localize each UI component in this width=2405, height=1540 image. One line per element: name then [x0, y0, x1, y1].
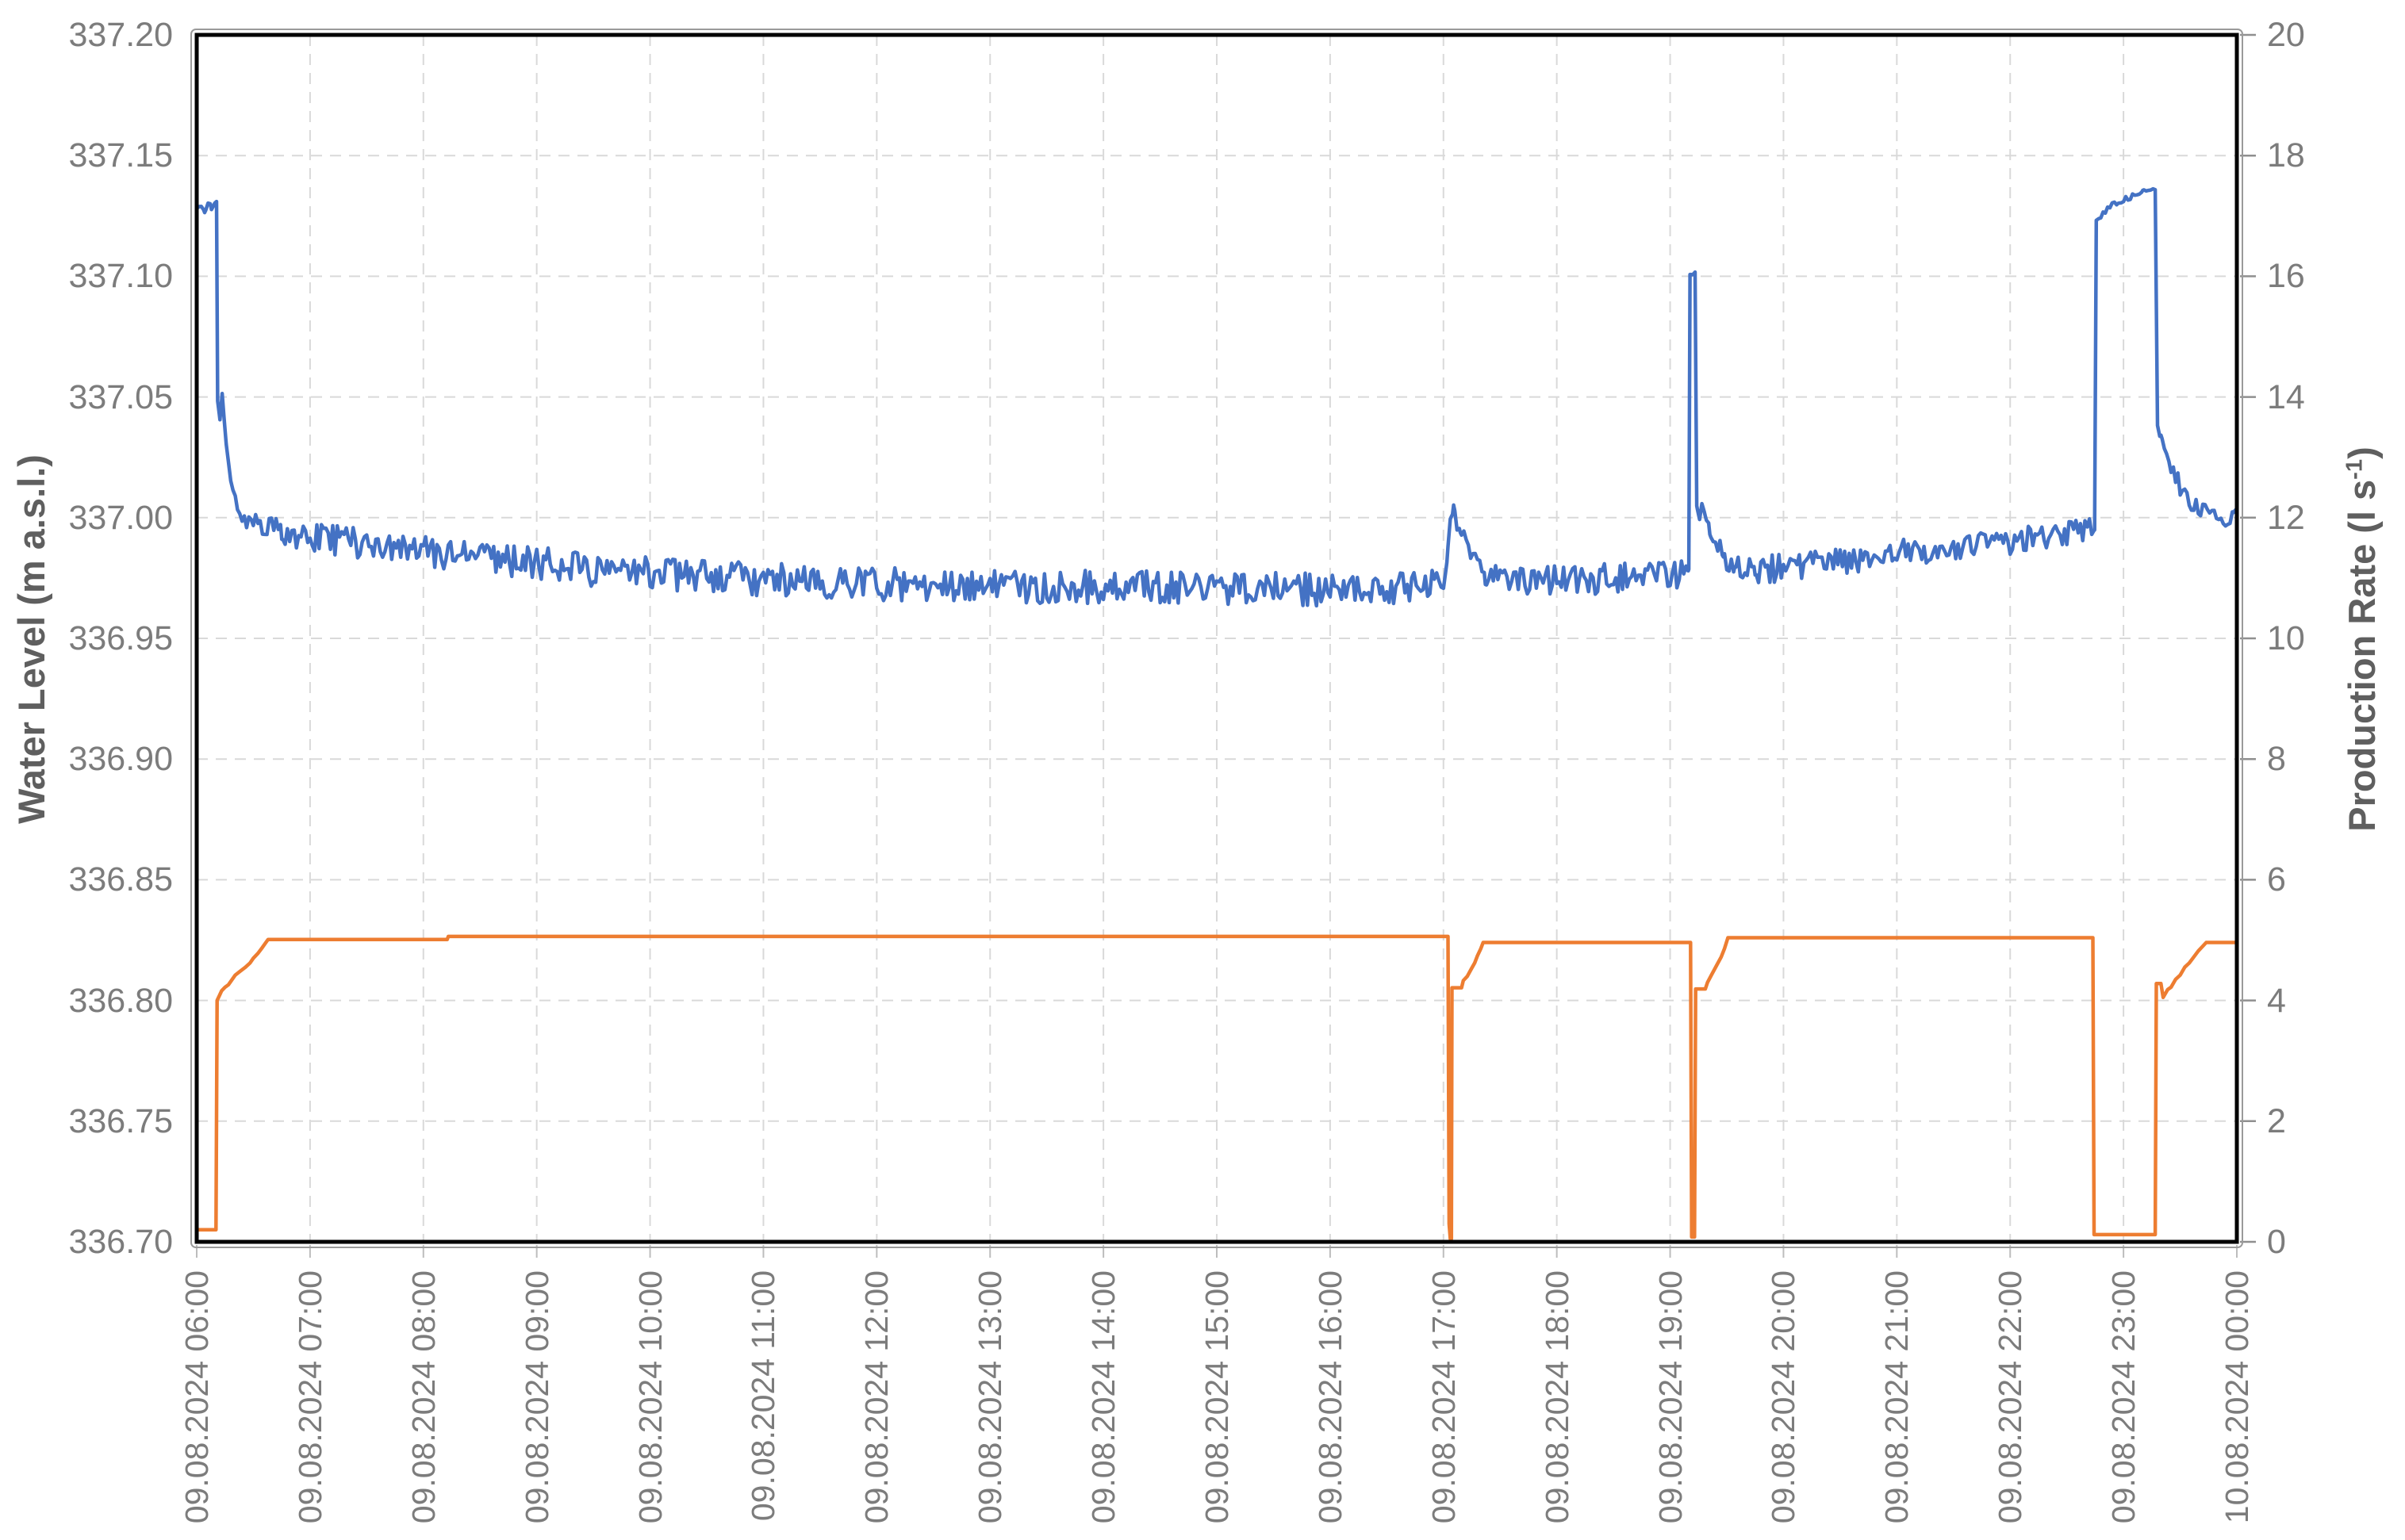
y-left-tick-label: 337.20: [68, 16, 173, 54]
y-left-tick-label: 337.05: [68, 377, 173, 416]
series-lines: [197, 186, 2237, 1241]
y-right-tick-label: 14: [2267, 377, 2305, 416]
gridlines: [197, 35, 2237, 1242]
y-left-tick-label: 336.70: [68, 1223, 173, 1261]
outer-frame: [190, 29, 2243, 1248]
y-right-tick-label: 2: [2267, 1101, 2286, 1140]
y-right-tick-label: 4: [2267, 981, 2286, 1020]
y-left-tick-label: 336.75: [68, 1101, 173, 1140]
axis-tick-marks: [196, 33, 2256, 1258]
y-left-tick-label: 337.10: [68, 257, 173, 296]
y-right-tick-label: 20: [2267, 16, 2305, 54]
y-left-tick-label: 337.15: [68, 136, 173, 175]
y-left-tick-label: 336.90: [68, 740, 173, 779]
y-right-tick-label: 6: [2267, 860, 2286, 899]
y-left-tick-label: 336.80: [68, 981, 173, 1020]
y-left-tick-label: 336.95: [68, 619, 173, 657]
y-left-tick-label: 337.00: [68, 498, 173, 537]
production-rate-line: [197, 934, 2237, 1241]
water-level-line: [197, 186, 2237, 608]
y-left-tick-label: 336.85: [68, 860, 173, 899]
y-right-tick-label: 10: [2267, 619, 2305, 657]
y-right-tick-label: 0: [2267, 1223, 2286, 1261]
y-right-tick-label: 16: [2267, 257, 2305, 296]
y-right-tick-label: 12: [2267, 498, 2305, 537]
y-right-tick-label: 8: [2267, 740, 2286, 779]
y-right-tick-label: 18: [2267, 136, 2305, 175]
plot-border: [194, 33, 2239, 1244]
